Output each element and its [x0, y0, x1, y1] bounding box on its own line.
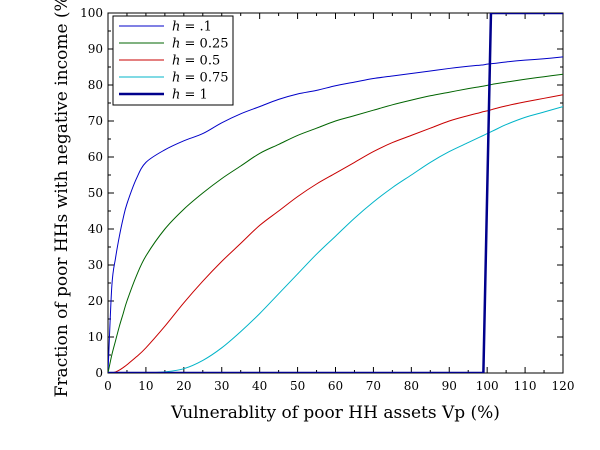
- series-group: [108, 13, 563, 373]
- legend-label-4: h = 0.75: [172, 71, 229, 86]
- x-axis-title: Vulnerablity of poor HH assets Vp (%): [170, 403, 500, 423]
- legend-variable: h: [172, 71, 180, 86]
- y-tick-label: 100: [80, 6, 103, 20]
- x-tick-label: 60: [328, 379, 343, 393]
- y-tick-label: 70: [88, 114, 103, 128]
- legend-label-3: h = 0.5: [172, 54, 220, 69]
- series-line-5: [108, 13, 563, 373]
- legend-variable: h: [172, 20, 180, 35]
- legend-value: 0.75: [200, 71, 229, 86]
- x-axis: 0 10 20 30 40 50 60 70 80 90 100 110 120: [104, 13, 574, 393]
- y-axis-title: Fraction of poor HHs with negative incom…: [52, 0, 72, 397]
- x-tick-label: 120: [552, 379, 575, 393]
- x-tick-label: 80: [404, 379, 419, 393]
- legend-variable: h: [172, 88, 180, 103]
- legend-value: 1: [200, 88, 208, 103]
- y-tick-label: 30: [88, 258, 103, 272]
- legend-value: 0.5: [200, 54, 221, 69]
- x-tick-label: 0: [104, 379, 112, 393]
- y-tick-label: 20: [88, 294, 103, 308]
- x-tick-label: 20: [176, 379, 191, 393]
- y-tick-label: 40: [88, 222, 103, 236]
- x-tick-label: 70: [366, 379, 381, 393]
- y-tick-label: 50: [88, 186, 103, 200]
- y-tick-label: 80: [88, 78, 103, 92]
- legend-box: [112, 15, 234, 106]
- y-tick-label: 90: [88, 42, 103, 56]
- x-tick-label: 50: [290, 379, 305, 393]
- legend-label-2: h = 0.25: [172, 37, 229, 52]
- y-tick-label: 0: [95, 366, 103, 380]
- y-tick-label: 60: [88, 150, 103, 164]
- legend-value: 0.25: [200, 37, 229, 52]
- legend-variable: h: [172, 37, 180, 52]
- legend-label-1: h = .1: [172, 20, 212, 35]
- x-tick-label: 40: [252, 379, 267, 393]
- legend-variable: h: [172, 54, 180, 69]
- y-tick-label: 10: [88, 330, 103, 344]
- x-tick-label: 110: [514, 379, 537, 393]
- x-tick-label: 90: [442, 379, 457, 393]
- legend: h = .1 h = 0.25 h = 0.5 h = 0.75 h = 1: [112, 15, 234, 106]
- legend-label-5: h = 1: [172, 88, 208, 103]
- x-tick-label: 100: [476, 379, 499, 393]
- x-tick-label: 10: [138, 379, 153, 393]
- legend-value: .1: [200, 20, 212, 35]
- x-tick-label: 30: [214, 379, 229, 393]
